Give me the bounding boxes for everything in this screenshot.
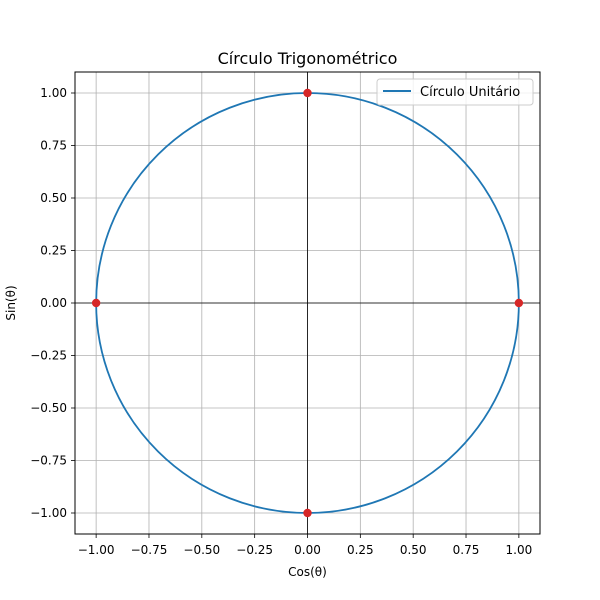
data-point xyxy=(91,298,101,308)
x-tick-label: 0.25 xyxy=(347,543,374,557)
y-tick-label: 0.00 xyxy=(40,296,67,310)
x-tick-label: 1.00 xyxy=(506,543,533,557)
points-layer xyxy=(91,88,524,518)
x-tick-label: −1.00 xyxy=(78,543,115,557)
x-tick-label: −0.75 xyxy=(131,543,168,557)
y-tick-label: 1.00 xyxy=(40,86,67,100)
legend-box xyxy=(376,78,534,106)
legend-label: Círculo Unitário xyxy=(420,85,520,100)
x-tick-label: 0.50 xyxy=(400,543,427,557)
x-axis-label: Cos(θ) xyxy=(288,565,327,579)
data-point xyxy=(303,88,312,98)
y-tick-label: 0.25 xyxy=(40,244,67,258)
y-tick-label: −0.50 xyxy=(30,401,67,415)
x-tick-label: 0.00 xyxy=(294,543,321,557)
y-axis-ticks: −1.00 −0.75 −0.50 −0.25 0.00 0.25 0.50 0.75 1.00 xyxy=(30,86,75,520)
y-axis-label: Sin(θ) xyxy=(4,285,18,320)
legend: Círculo Unitário xyxy=(376,78,534,106)
y-tick-label: −0.25 xyxy=(30,349,67,363)
reference-lines xyxy=(75,72,540,534)
chart-title: Círculo Trigonométrico xyxy=(218,49,398,68)
y-tick-label: −0.75 xyxy=(30,454,67,468)
x-axis-ticks: −1.00 −0.75 −0.50 −0.25 0.00 0.25 0.50 0.75 1.00 xyxy=(78,534,532,557)
y-tick-label: −1.00 xyxy=(30,506,67,520)
y-tick-label: 0.50 xyxy=(40,191,67,205)
x-tick-label: 0.75 xyxy=(453,543,480,557)
data-point xyxy=(514,298,524,308)
y-tick-label: 0.75 xyxy=(40,139,67,153)
data-point xyxy=(303,508,312,518)
x-tick-label: −0.50 xyxy=(183,543,220,557)
x-tick-label: −0.25 xyxy=(236,543,273,557)
